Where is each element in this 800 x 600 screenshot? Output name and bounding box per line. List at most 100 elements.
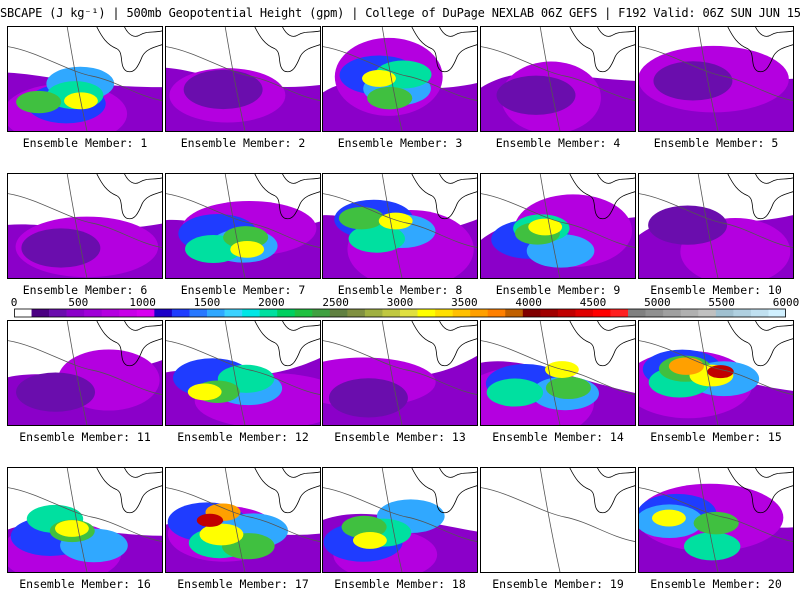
colorbar-swatch xyxy=(312,309,331,317)
cape-field-map xyxy=(323,468,477,572)
colorbar-swatch xyxy=(49,309,67,317)
colorbar-strip xyxy=(14,308,786,318)
cape-field-map xyxy=(8,174,162,278)
colorbar-tick-label: 2500 xyxy=(322,296,349,309)
ensemble-panel xyxy=(480,26,636,132)
colorbar-swatch xyxy=(242,309,260,317)
cape-field-map xyxy=(639,27,793,131)
panel-label: Ensemble Member: 6 xyxy=(22,283,148,297)
colorbar-swatch xyxy=(540,309,559,317)
panel-label: Ensemble Member: 8 xyxy=(337,283,463,297)
colorbar-swatch xyxy=(505,309,524,317)
panel-label: Ensemble Member: 3 xyxy=(337,136,463,150)
cape-field-map xyxy=(8,321,162,425)
ensemble-panel xyxy=(638,467,794,573)
colorbar-swatch xyxy=(663,309,682,317)
colorbar-swatch xyxy=(101,309,120,317)
cape-field-map xyxy=(8,27,162,131)
colorbar-swatch xyxy=(382,309,401,317)
colorbar-swatch xyxy=(364,309,383,317)
panel-label: Ensemble Member: 18 xyxy=(334,577,466,591)
colorbar-swatch xyxy=(189,309,208,317)
colorbar-swatch xyxy=(680,309,699,317)
colorbar-swatch xyxy=(294,309,313,317)
colorbar-swatch xyxy=(575,309,594,317)
panel-label: Ensemble Member: 10 xyxy=(650,283,782,297)
colorbar-swatch xyxy=(768,309,786,317)
panel-label: Ensemble Member: 14 xyxy=(492,430,624,444)
panel-label: Ensemble Member: 5 xyxy=(653,136,779,150)
colorbar-swatch xyxy=(154,309,173,317)
ensemble-panel xyxy=(165,320,321,426)
ensemble-panel xyxy=(165,173,321,279)
ensemble-panel xyxy=(7,26,163,132)
ensemble-panel xyxy=(322,173,478,279)
ensemble-panel xyxy=(7,467,163,573)
cape-field-map xyxy=(166,468,320,572)
cape-field-map xyxy=(8,468,162,572)
ensemble-panel xyxy=(7,320,163,426)
colorbar-tick-label: 4500 xyxy=(579,296,607,309)
colorbar-swatch xyxy=(224,309,243,317)
cape-field-map xyxy=(166,174,320,278)
colorbar-swatch xyxy=(645,309,664,317)
ensemble-panel xyxy=(7,173,163,279)
ensemble-panel xyxy=(165,467,321,573)
panel-label: Ensemble Member: 15 xyxy=(650,430,782,444)
colorbar-swatch xyxy=(31,309,50,317)
cape-field-map xyxy=(481,468,635,572)
colorbar-tick-label: 5500 xyxy=(708,296,735,309)
ensemble-panel xyxy=(322,320,478,426)
colorbar-tick-label: 500 xyxy=(68,296,89,309)
cape-field-map xyxy=(166,27,320,131)
panel-label: Ensemble Member: 13 xyxy=(334,430,466,444)
colorbar-swatch xyxy=(329,309,348,317)
cape-field-map xyxy=(323,321,477,425)
colorbar-swatch xyxy=(487,309,506,317)
cape-field-map xyxy=(481,174,635,278)
colorbar-tick-label: 1500 xyxy=(193,296,221,309)
panel-label: Ensemble Member: 12 xyxy=(177,430,309,444)
colorbar-tick-label: 2000 xyxy=(258,296,285,309)
colorbar-swatch xyxy=(452,309,471,317)
colorbar-tick-label: 1000 xyxy=(129,296,156,309)
cape-field-map xyxy=(639,468,793,572)
ensemble-panel xyxy=(165,26,321,132)
colorbar-swatch xyxy=(470,309,489,317)
colorbar-swatch xyxy=(698,309,717,317)
panel-label: Ensemble Member: 9 xyxy=(495,283,621,297)
colorbar-tick-label: 6000 xyxy=(772,296,800,309)
colorbar-swatch xyxy=(400,309,418,317)
ensemble-panel xyxy=(322,26,478,132)
colorbar-swatch xyxy=(84,309,103,317)
panel-label: Ensemble Member: 2 xyxy=(180,136,306,150)
colorbar-swatch xyxy=(136,309,155,317)
colorbar-swatch xyxy=(66,309,85,317)
cape-colorbar: 0 500 1000 1500 2000 2500 3000 3500 4000 4500 5000… xyxy=(10,296,799,320)
cape-field-map xyxy=(481,321,635,425)
colorbar-swatch xyxy=(119,309,138,317)
colorbar-swatch xyxy=(417,309,436,317)
colorbar-tick-label: 4000 xyxy=(515,296,542,309)
panel-label: Ensemble Member: 7 xyxy=(180,283,306,297)
panel-label: Ensemble Member: 19 xyxy=(492,577,624,591)
ensemble-panel xyxy=(638,173,794,279)
colorbar-swatch xyxy=(259,309,278,317)
panel-label: Ensemble Member: 17 xyxy=(177,577,309,591)
colorbar-swatch xyxy=(610,309,629,317)
panel-label: Ensemble Member: 1 xyxy=(22,136,148,150)
panel-label: Ensemble Member: 20 xyxy=(650,577,782,591)
cape-field-map xyxy=(166,321,320,425)
cape-field-map xyxy=(639,321,793,425)
ensemble-panel xyxy=(480,173,636,279)
colorbar-swatch xyxy=(171,309,190,317)
colorbar-tick-label: 0 xyxy=(10,296,18,309)
colorbar-tick-label: 3000 xyxy=(386,296,414,309)
colorbar-swatch xyxy=(750,309,769,317)
cape-field-map xyxy=(323,27,477,131)
colorbar-swatch xyxy=(347,309,366,317)
ensemble-panel xyxy=(638,320,794,426)
colorbar-swatch xyxy=(14,309,32,317)
colorbar-tick-label: 5000 xyxy=(644,296,671,309)
colorbar-swatch xyxy=(715,309,734,317)
